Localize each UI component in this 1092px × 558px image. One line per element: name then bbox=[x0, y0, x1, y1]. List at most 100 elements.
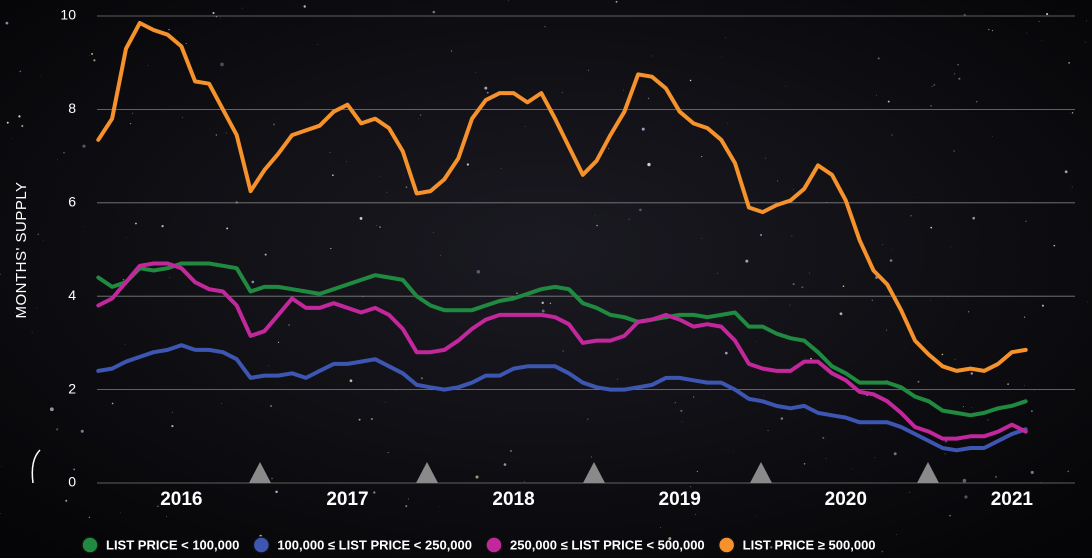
star bbox=[941, 353, 944, 356]
star bbox=[909, 491, 911, 493]
star bbox=[964, 495, 968, 499]
star bbox=[516, 292, 518, 294]
star bbox=[486, 91, 489, 94]
star bbox=[760, 233, 763, 237]
star bbox=[1038, 21, 1040, 23]
star bbox=[329, 152, 331, 153]
star bbox=[931, 86, 933, 87]
star bbox=[701, 156, 703, 158]
star bbox=[40, 75, 41, 77]
star bbox=[405, 505, 408, 508]
star bbox=[652, 55, 653, 57]
star bbox=[881, 550, 884, 553]
star bbox=[910, 214, 912, 217]
legend-swatch bbox=[485, 536, 503, 554]
star bbox=[168, 29, 170, 31]
star bbox=[215, 134, 217, 136]
star bbox=[889, 259, 893, 262]
legend-swatch bbox=[252, 536, 271, 554]
star bbox=[31, 332, 33, 334]
star bbox=[1041, 40, 1042, 41]
marker bbox=[917, 462, 939, 483]
star bbox=[1064, 170, 1068, 174]
star bbox=[724, 351, 728, 355]
star bbox=[930, 299, 931, 301]
star bbox=[475, 72, 477, 73]
star bbox=[264, 253, 267, 256]
star bbox=[793, 189, 794, 191]
star bbox=[439, 506, 440, 508]
x-tick-label: 2020 bbox=[825, 489, 867, 510]
star bbox=[808, 272, 810, 274]
star bbox=[1, 466, 3, 467]
star bbox=[288, 324, 290, 326]
star bbox=[639, 208, 642, 212]
star bbox=[1068, 61, 1070, 64]
star bbox=[93, 59, 96, 62]
star bbox=[972, 216, 976, 220]
star bbox=[949, 515, 951, 517]
star bbox=[763, 395, 765, 397]
star bbox=[587, 69, 589, 71]
star bbox=[891, 248, 892, 250]
star bbox=[419, 114, 422, 116]
legend-swatch bbox=[717, 536, 736, 554]
star bbox=[432, 10, 436, 14]
marker bbox=[416, 462, 438, 483]
y-tick-label: 6 bbox=[68, 194, 76, 210]
star bbox=[1084, 41, 1086, 43]
star bbox=[1087, 301, 1088, 303]
star bbox=[42, 239, 44, 241]
star bbox=[168, 277, 170, 279]
star bbox=[954, 358, 956, 360]
star bbox=[384, 401, 386, 403]
star bbox=[876, 95, 877, 96]
star bbox=[524, 481, 525, 483]
star bbox=[358, 418, 361, 421]
star bbox=[962, 478, 967, 483]
star bbox=[273, 123, 275, 126]
star bbox=[541, 301, 544, 305]
star bbox=[330, 248, 332, 250]
star bbox=[63, 151, 65, 154]
y-tick-label: 4 bbox=[68, 287, 76, 303]
star bbox=[36, 307, 38, 309]
star bbox=[660, 527, 662, 529]
star bbox=[1067, 470, 1069, 472]
star bbox=[91, 52, 94, 55]
star bbox=[842, 285, 845, 288]
lines bbox=[96, 21, 1028, 453]
star bbox=[1034, 390, 1035, 391]
star bbox=[882, 244, 883, 245]
star bbox=[870, 428, 871, 430]
star bbox=[270, 405, 272, 407]
star bbox=[1023, 316, 1026, 318]
star bbox=[822, 436, 825, 439]
star bbox=[681, 421, 683, 422]
star bbox=[49, 407, 54, 412]
star bbox=[373, 491, 376, 494]
series-line bbox=[96, 261, 1028, 441]
star bbox=[346, 161, 347, 163]
star bbox=[745, 259, 749, 263]
star bbox=[129, 122, 132, 125]
star bbox=[891, 134, 893, 136]
star bbox=[500, 167, 502, 169]
star bbox=[1071, 186, 1073, 188]
legend: LIST PRICE < 100,000 100,000 ≤ LIST PRICE… bbox=[81, 536, 876, 554]
star bbox=[801, 286, 804, 289]
star bbox=[732, 451, 734, 452]
star bbox=[171, 411, 173, 413]
star bbox=[221, 402, 222, 404]
star bbox=[82, 144, 86, 148]
star bbox=[376, 225, 378, 227]
star bbox=[212, 11, 215, 15]
star bbox=[647, 97, 650, 100]
star bbox=[251, 280, 255, 284]
star bbox=[317, 44, 319, 45]
star bbox=[917, 196, 919, 198]
star bbox=[420, 377, 423, 380]
star bbox=[893, 452, 897, 456]
star bbox=[721, 56, 722, 58]
